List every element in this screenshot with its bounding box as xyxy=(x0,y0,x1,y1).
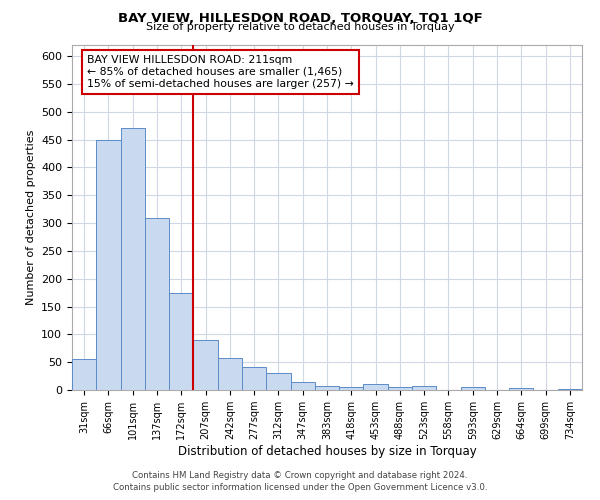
Bar xyxy=(412,386,436,390)
Bar xyxy=(558,389,582,390)
Bar xyxy=(193,340,218,390)
Bar xyxy=(509,388,533,390)
Bar xyxy=(169,292,193,390)
Text: BAY VIEW, HILLESDON ROAD, TORQUAY, TQ1 1QF: BAY VIEW, HILLESDON ROAD, TORQUAY, TQ1 1… xyxy=(118,12,482,26)
Bar xyxy=(121,128,145,390)
Bar xyxy=(96,140,121,390)
Bar xyxy=(315,386,339,390)
Bar xyxy=(461,387,485,390)
Bar xyxy=(266,374,290,390)
X-axis label: Distribution of detached houses by size in Torquay: Distribution of detached houses by size … xyxy=(178,445,476,458)
Bar xyxy=(290,382,315,390)
Bar xyxy=(364,384,388,390)
Bar xyxy=(388,387,412,390)
Text: Size of property relative to detached houses in Torquay: Size of property relative to detached ho… xyxy=(146,22,454,32)
Text: BAY VIEW HILLESDON ROAD: 211sqm
← 85% of detached houses are smaller (1,465)
15%: BAY VIEW HILLESDON ROAD: 211sqm ← 85% of… xyxy=(88,56,354,88)
Y-axis label: Number of detached properties: Number of detached properties xyxy=(26,130,35,305)
Bar xyxy=(72,360,96,390)
Bar xyxy=(145,218,169,390)
Bar xyxy=(218,358,242,390)
Bar xyxy=(242,366,266,390)
Bar xyxy=(339,387,364,390)
Text: Contains HM Land Registry data © Crown copyright and database right 2024.
Contai: Contains HM Land Registry data © Crown c… xyxy=(113,471,487,492)
